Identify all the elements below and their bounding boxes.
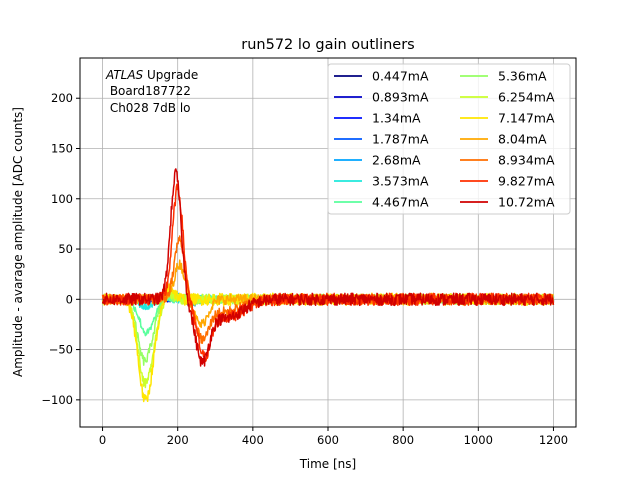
annotation-upgrade-word: Upgrade xyxy=(143,68,198,82)
y-tick-label: −100 xyxy=(41,393,73,407)
legend-label: 1.34mA xyxy=(372,111,421,126)
y-axis-label: Amplitude - avarage amplitude [ADC count… xyxy=(11,107,25,377)
x-axis-ticks: 0 200 400 600 800 1000 1200 xyxy=(99,427,568,447)
y-tick-label: 100 xyxy=(51,192,73,206)
annotation-line-3: Ch028 7dB lo xyxy=(106,101,191,115)
annotation-line-1: ATLAS Upgrade xyxy=(105,68,198,82)
legend: 0.447mA 0.893mA 1.34mA 1.787mA 2.68mA 3.573mA… xyxy=(327,63,571,215)
y-tick-label: 200 xyxy=(51,91,73,105)
legend-label: 2.68mA xyxy=(372,153,421,168)
x-tick-label: 400 xyxy=(242,433,264,447)
atlas-annotation: ATLAS Upgrade Board187722 Ch028 7dB lo xyxy=(105,68,198,115)
y-axis-ticks: −100 −50 0 50 100 150 200 xyxy=(41,91,80,407)
y-tick-label: −50 xyxy=(49,343,73,357)
annotation-line-2: Board187722 xyxy=(106,84,191,98)
legend-label: 9.827mA xyxy=(498,174,555,189)
legend-label: 0.893mA xyxy=(372,90,429,105)
legend-label: 5.36mA xyxy=(498,69,547,84)
x-tick-label: 1200 xyxy=(539,433,568,447)
legend-label: 8.934mA xyxy=(498,153,555,168)
legend-label: 7.147mA xyxy=(498,111,555,126)
y-tick-label: 150 xyxy=(51,141,73,155)
y-tick-label: 0 xyxy=(66,292,73,306)
x-tick-label: 800 xyxy=(392,433,414,447)
annotation-atlas-word: ATLAS xyxy=(105,68,144,82)
x-tick-label: 0 xyxy=(99,433,106,447)
legend-label: 4.467mA xyxy=(372,195,429,210)
series-line-10.72mA xyxy=(101,168,555,367)
legend-label: 10.72mA xyxy=(498,195,555,210)
y-tick-label: 50 xyxy=(58,242,73,256)
legend-label: 6.254mA xyxy=(498,90,555,105)
x-tick-label: 200 xyxy=(167,433,189,447)
x-axis-label: Time [ns] xyxy=(299,457,356,471)
legend-label: 0.447mA xyxy=(372,69,429,84)
legend-frame xyxy=(327,63,571,215)
legend-label: 3.573mA xyxy=(372,174,429,189)
x-tick-label: 1000 xyxy=(464,433,493,447)
legend-label: 8.04mA xyxy=(498,132,547,147)
series-layer xyxy=(101,168,555,403)
x-tick-label: 600 xyxy=(317,433,339,447)
chart-title: run572 lo gain outliners xyxy=(241,37,414,53)
legend-items: 0.447mA 0.893mA 1.34mA 1.787mA 2.68mA 3.573mA… xyxy=(334,69,555,210)
legend-label: 1.787mA xyxy=(372,132,429,147)
